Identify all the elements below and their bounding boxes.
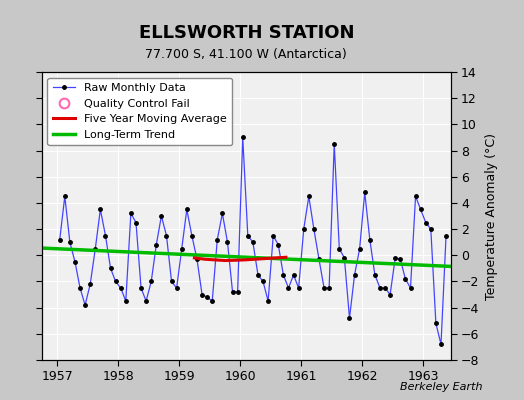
Raw Monthly Data (239, 135, 246, 140)
Text: ELLSWORTH STATION: ELLSWORTH STATION (138, 24, 354, 42)
Raw Monthly Data (189, 233, 195, 238)
Five Year Moving Average (191, 256, 198, 260)
Five Year Moving Average (211, 258, 217, 262)
Five Year Moving Average (272, 256, 279, 260)
Raw Monthly Data (57, 237, 63, 242)
Raw Monthly Data (133, 220, 139, 225)
Legend: Raw Monthly Data, Quality Control Fail, Five Year Moving Average, Long-Term Tren: Raw Monthly Data, Quality Control Fail, … (48, 78, 233, 145)
Five Year Moving Average (202, 257, 208, 262)
Raw Monthly Data (443, 233, 449, 238)
Line: Raw Monthly Data: Raw Monthly Data (58, 136, 448, 346)
Text: 77.700 S, 41.100 W (Antarctica): 77.700 S, 41.100 W (Antarctica) (145, 48, 347, 61)
Five Year Moving Average (242, 258, 248, 262)
Y-axis label: Temperature Anomaly (°C): Temperature Anomaly (°C) (485, 132, 498, 300)
Five Year Moving Average (283, 255, 289, 260)
Five Year Moving Average (222, 258, 228, 263)
Five Year Moving Average (232, 258, 238, 263)
Five Year Moving Average (252, 257, 258, 262)
Five Year Moving Average (263, 256, 269, 261)
Raw Monthly Data (224, 240, 231, 244)
Raw Monthly Data (214, 237, 221, 242)
Raw Monthly Data (438, 342, 444, 347)
Line: Five Year Moving Average: Five Year Moving Average (194, 257, 286, 260)
Text: Berkeley Earth: Berkeley Earth (400, 382, 482, 392)
Raw Monthly Data (275, 242, 281, 247)
Raw Monthly Data (183, 207, 190, 212)
